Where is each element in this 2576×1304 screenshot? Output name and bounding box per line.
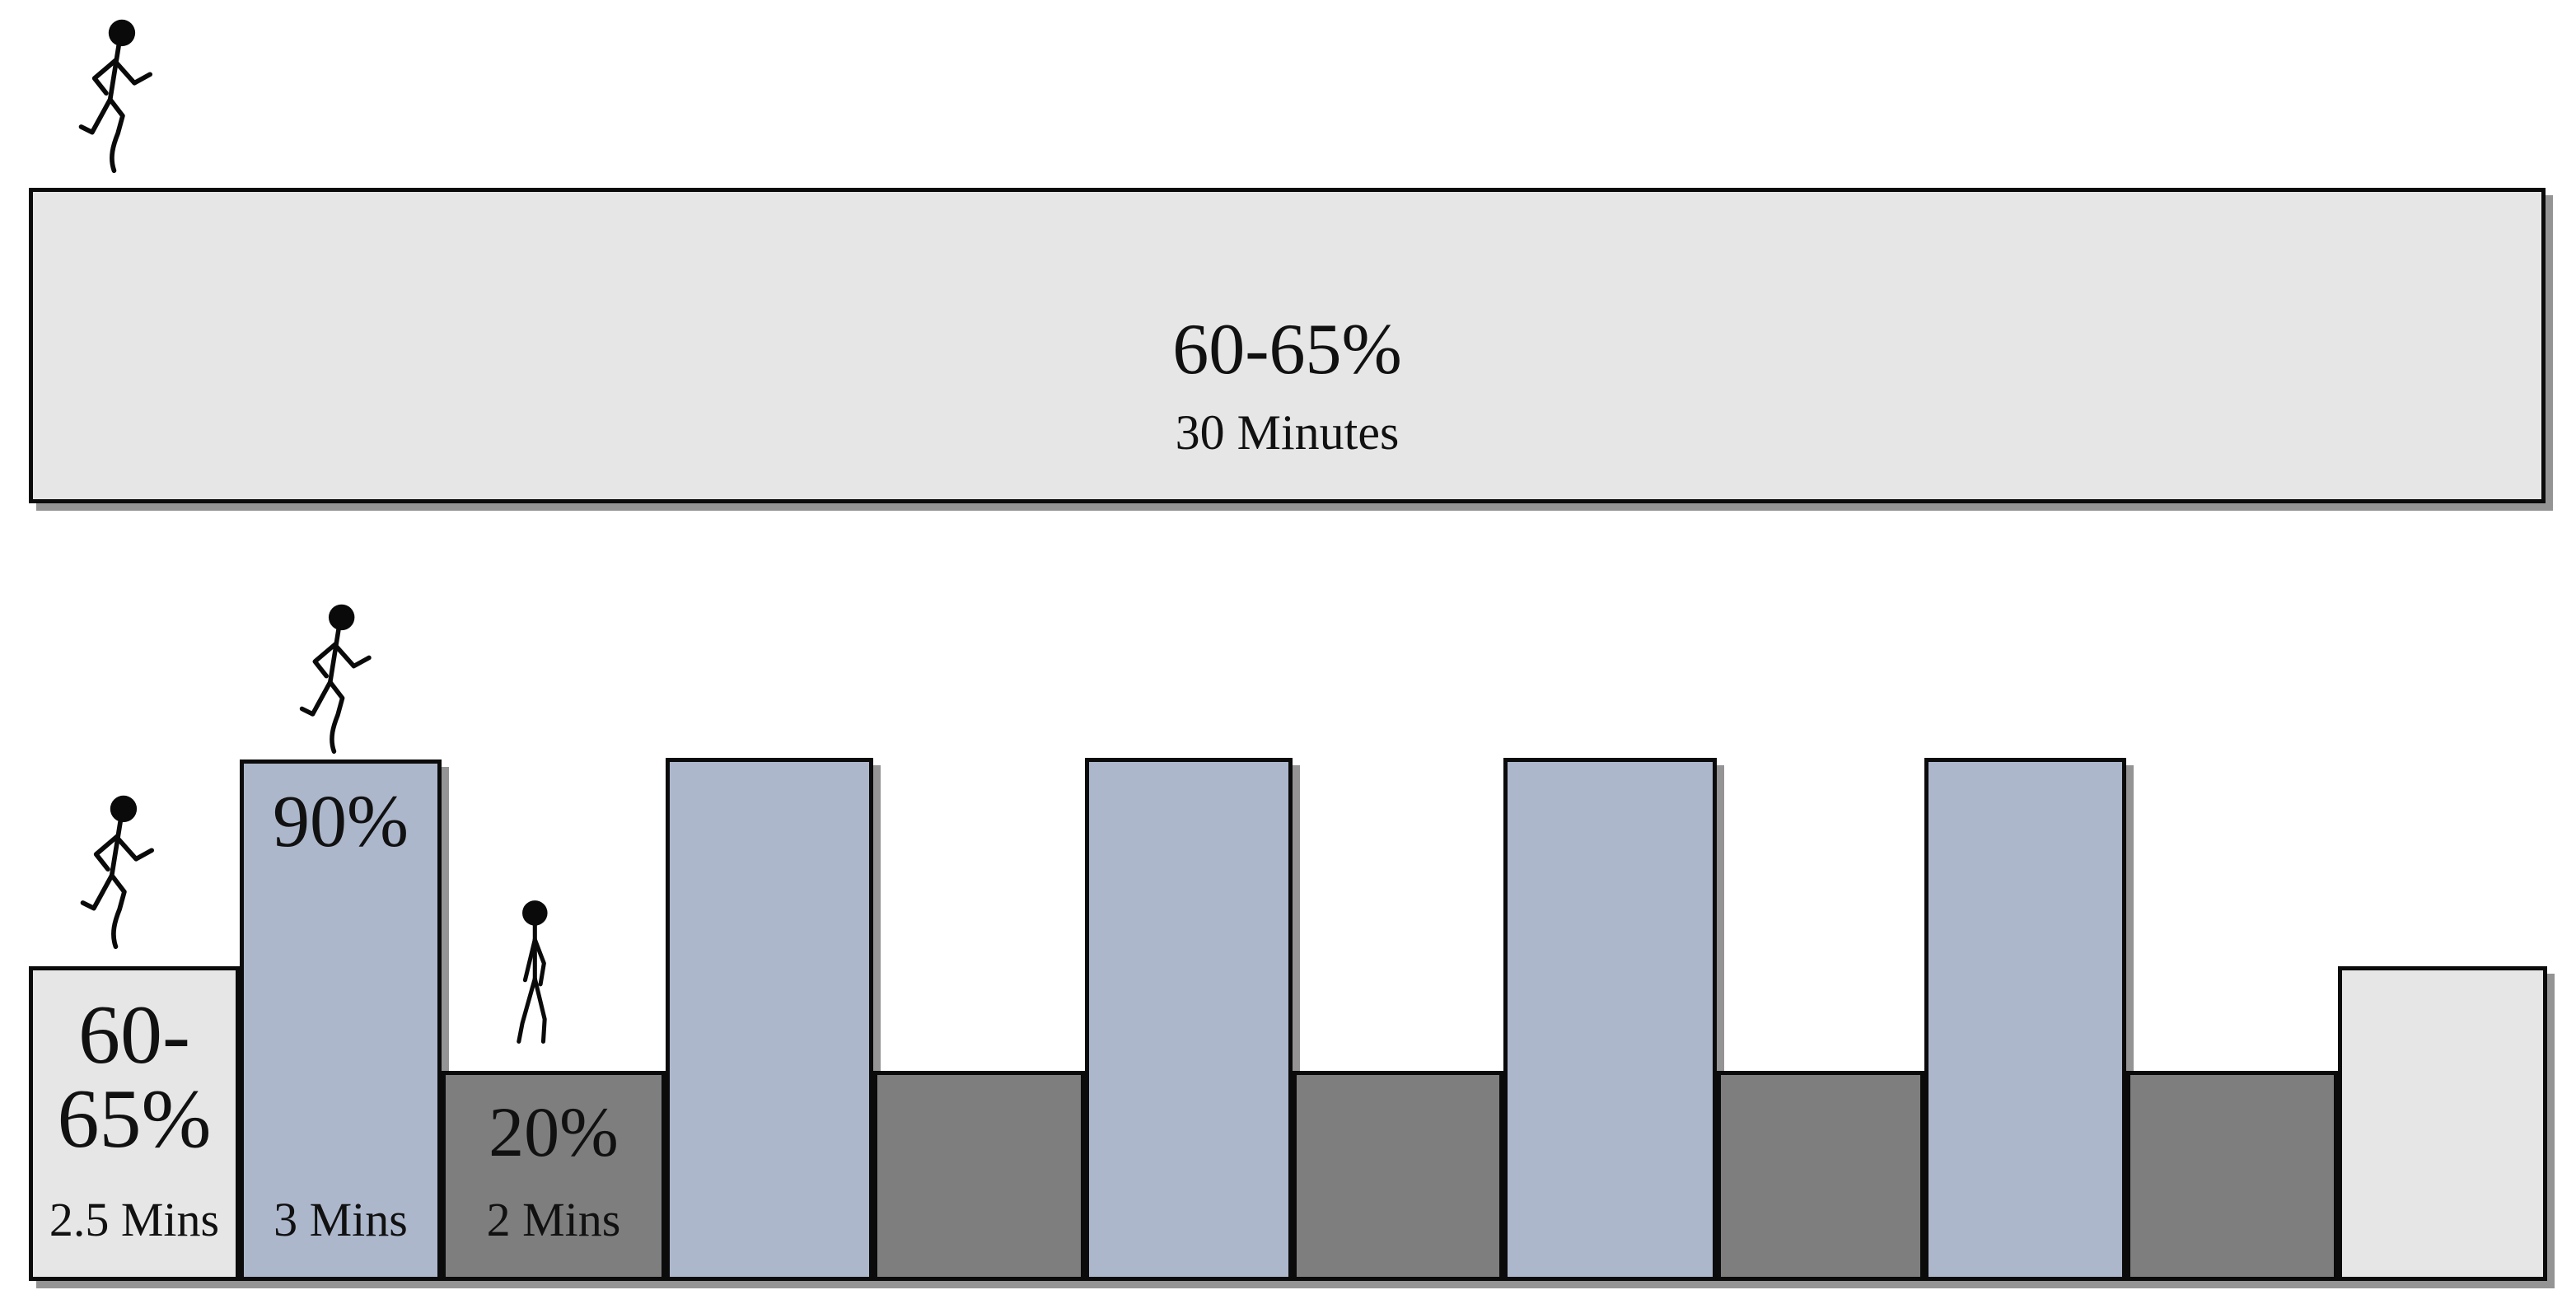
interval-bar-recovery-2 [873, 1071, 1085, 1281]
interval-bar-work-3 [1085, 758, 1293, 1281]
continuous-duration-label: 30 Minutes [1175, 405, 1400, 460]
bar-duration-label: 2 Mins [486, 1193, 621, 1246]
runner-icon [76, 789, 154, 952]
interval-bar-cooldown [2338, 966, 2547, 1281]
bar-intensity-label: 90% [273, 781, 409, 862]
interval-bar-work-2 [666, 758, 873, 1281]
interval-bar-recovery-1: 20% 2 Mins [442, 1071, 666, 1281]
interval-bar-work-4 [1503, 758, 1717, 1281]
runner-icon [74, 13, 152, 176]
interval-bar-work-1: 90% 3 Mins [240, 759, 442, 1281]
interval-bar-warmup: 60-65% 2.5 Mins [29, 966, 240, 1281]
continuous-run-bar: 60-65% 30 Minutes [29, 188, 2546, 503]
bar-intensity-label: 60-65% [57, 989, 212, 1166]
bar-duration-label: 2.5 Mins [49, 1193, 220, 1246]
continuous-intensity-label: 60-65% [1172, 310, 1402, 390]
bar-duration-label: 3 Mins [273, 1193, 408, 1246]
bar-intensity-label: 20% [489, 1092, 619, 1171]
interval-bar-recovery-5 [2126, 1071, 2338, 1281]
runner-icon [294, 601, 372, 754]
interval-bar-recovery-3 [1293, 1071, 1503, 1281]
interval-bar-recovery-4 [1717, 1071, 1924, 1281]
interval-bar-work-5 [1924, 758, 2126, 1281]
walker-icon [499, 896, 573, 1071]
